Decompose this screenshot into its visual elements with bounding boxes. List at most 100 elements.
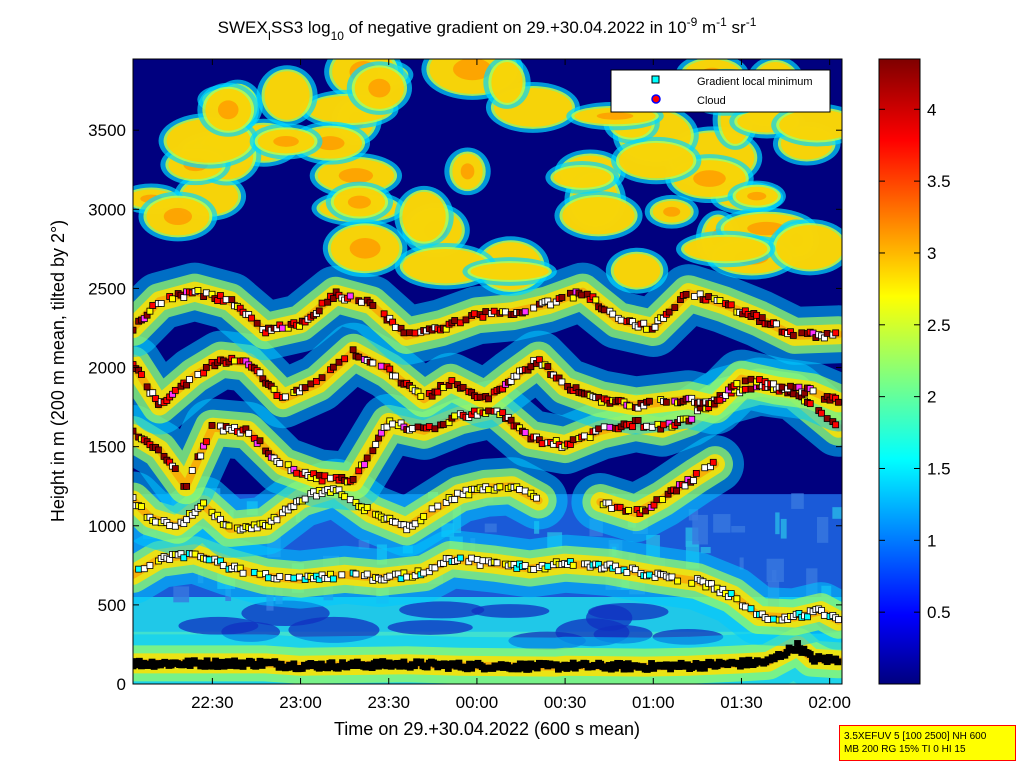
mid-speck — [817, 517, 829, 543]
gradient-min-marker — [459, 384, 467, 391]
gradient-min-marker — [301, 384, 309, 391]
gradient-min-marker — [673, 487, 680, 495]
gradient-min-marker — [355, 353, 363, 361]
gradient-min-marker — [485, 407, 492, 415]
gradient-min-marker — [456, 554, 464, 562]
gradient-min-marker — [668, 573, 676, 581]
gradient-min-marker — [380, 310, 388, 318]
gradient-min-marker — [166, 522, 174, 529]
gradient-min-marker — [608, 504, 616, 512]
mid-speck — [771, 569, 777, 582]
gradient-min-marker — [834, 658, 842, 666]
colorbar-tick-label: 0.5 — [927, 603, 951, 622]
gradient-min-marker — [530, 566, 538, 573]
legend-marker-cloud — [651, 94, 661, 104]
gradient-min-marker — [279, 324, 286, 332]
gradient-min-marker — [595, 425, 603, 433]
gradient-min-marker — [646, 571, 653, 579]
gradient-min-marker — [397, 575, 405, 583]
gradient-min-marker — [674, 577, 682, 585]
gradient-min-marker — [832, 329, 840, 337]
gradient-min-marker — [253, 319, 261, 327]
gradient-min-marker — [301, 495, 309, 503]
mid-speck — [832, 507, 842, 519]
gradient-min-marker — [521, 562, 529, 569]
gradient-min-marker — [208, 422, 216, 429]
colorbar-ticks: 0.5 1 1.5 2 2.5 3 3.5 4 — [879, 100, 951, 622]
gradient-min-marker — [329, 295, 337, 302]
gradient-min-marker — [820, 611, 828, 619]
upper-cloud-patch — [545, 160, 620, 194]
gradient-min-marker — [200, 369, 207, 377]
mid-speck — [173, 586, 190, 603]
gradient-min-marker — [197, 452, 205, 460]
gradient-min-marker — [835, 398, 842, 406]
gradient-min-marker — [727, 301, 735, 309]
marker-layer — [133, 287, 842, 673]
gradient-min-marker — [521, 487, 529, 495]
gradient-min-marker — [411, 329, 419, 337]
gradient-min-marker — [329, 363, 337, 371]
gradient-min-marker — [276, 573, 284, 580]
upper-cloud-patch — [771, 103, 842, 147]
gradient-min-marker — [183, 482, 191, 490]
gradient-min-marker — [451, 496, 459, 503]
gradient-min-marker — [787, 382, 794, 390]
gradient-min-marker — [569, 436, 577, 444]
x-tick-label: 22:30 — [191, 693, 234, 712]
gradient-min-marker — [392, 518, 399, 526]
gradient-min-marker — [758, 314, 766, 321]
gradient-min-marker — [530, 304, 538, 312]
gradient-min-marker — [456, 319, 464, 327]
info-box: 3.5XEFUV 5 [100 2500] NH 600 MB 200 RG 1… — [839, 725, 1016, 761]
gradient-min-marker — [482, 308, 490, 315]
upper-cloud-patch — [605, 247, 669, 294]
gradient-min-marker — [420, 569, 428, 577]
gradient-min-marker — [705, 293, 713, 300]
gradient-min-marker — [634, 417, 642, 424]
x-axis-label: Time on 29.+30.04.2022 (600 s mean) — [334, 719, 640, 739]
gradient-min-marker — [281, 393, 289, 401]
gradient-min-marker — [152, 395, 159, 403]
gradient-min-marker — [741, 385, 749, 393]
gradient-min-marker — [538, 440, 546, 448]
y-tick-label: 1500 — [88, 438, 126, 457]
y-axis-label: Height in m (200 m mean, tilted by 2°) — [48, 220, 68, 522]
gradient-min-marker — [355, 467, 363, 475]
gradient-min-marker — [363, 504, 371, 511]
gradient-min-marker — [231, 357, 238, 365]
gradient-min-marker — [256, 570, 264, 578]
mid-speck — [731, 525, 746, 533]
mid-speck — [688, 509, 699, 521]
gradient-min-marker — [349, 346, 357, 354]
gradient-min-marker — [662, 398, 670, 406]
gradient-min-marker — [363, 454, 371, 462]
gradient-min-marker — [709, 458, 717, 466]
gradient-min-marker — [183, 381, 191, 389]
gradient-min-marker — [372, 441, 380, 448]
gradient-min-marker — [653, 496, 661, 504]
y-tick-label: 1000 — [88, 517, 126, 536]
gradient-min-marker — [180, 554, 188, 562]
gradient-min-marker — [202, 438, 210, 446]
gradient-min-marker — [313, 377, 320, 385]
x-tick-label: 00:00 — [456, 693, 499, 712]
gradient-min-marker — [245, 429, 253, 437]
gradient-min-marker — [321, 472, 329, 480]
mid-speck — [791, 493, 804, 509]
gradient-min-marker — [473, 556, 481, 563]
gradient-min-marker — [171, 386, 179, 394]
gradient-min-marker — [454, 489, 461, 497]
upper-cloud-patch — [444, 147, 491, 196]
upper-cloud-patch — [197, 82, 260, 137]
upper-cloud-patch — [676, 230, 776, 268]
gradient-min-marker — [789, 332, 797, 339]
gradient-min-marker — [222, 296, 230, 304]
gradient-min-marker — [369, 447, 377, 455]
gradient-min-marker — [400, 329, 408, 337]
gradient-min-marker — [180, 294, 188, 301]
gradient-min-marker — [171, 465, 179, 472]
colorbar-tick-label: 4 — [927, 100, 936, 119]
gradient-min-marker — [716, 396, 724, 404]
upper-cloud-patch — [138, 191, 218, 242]
